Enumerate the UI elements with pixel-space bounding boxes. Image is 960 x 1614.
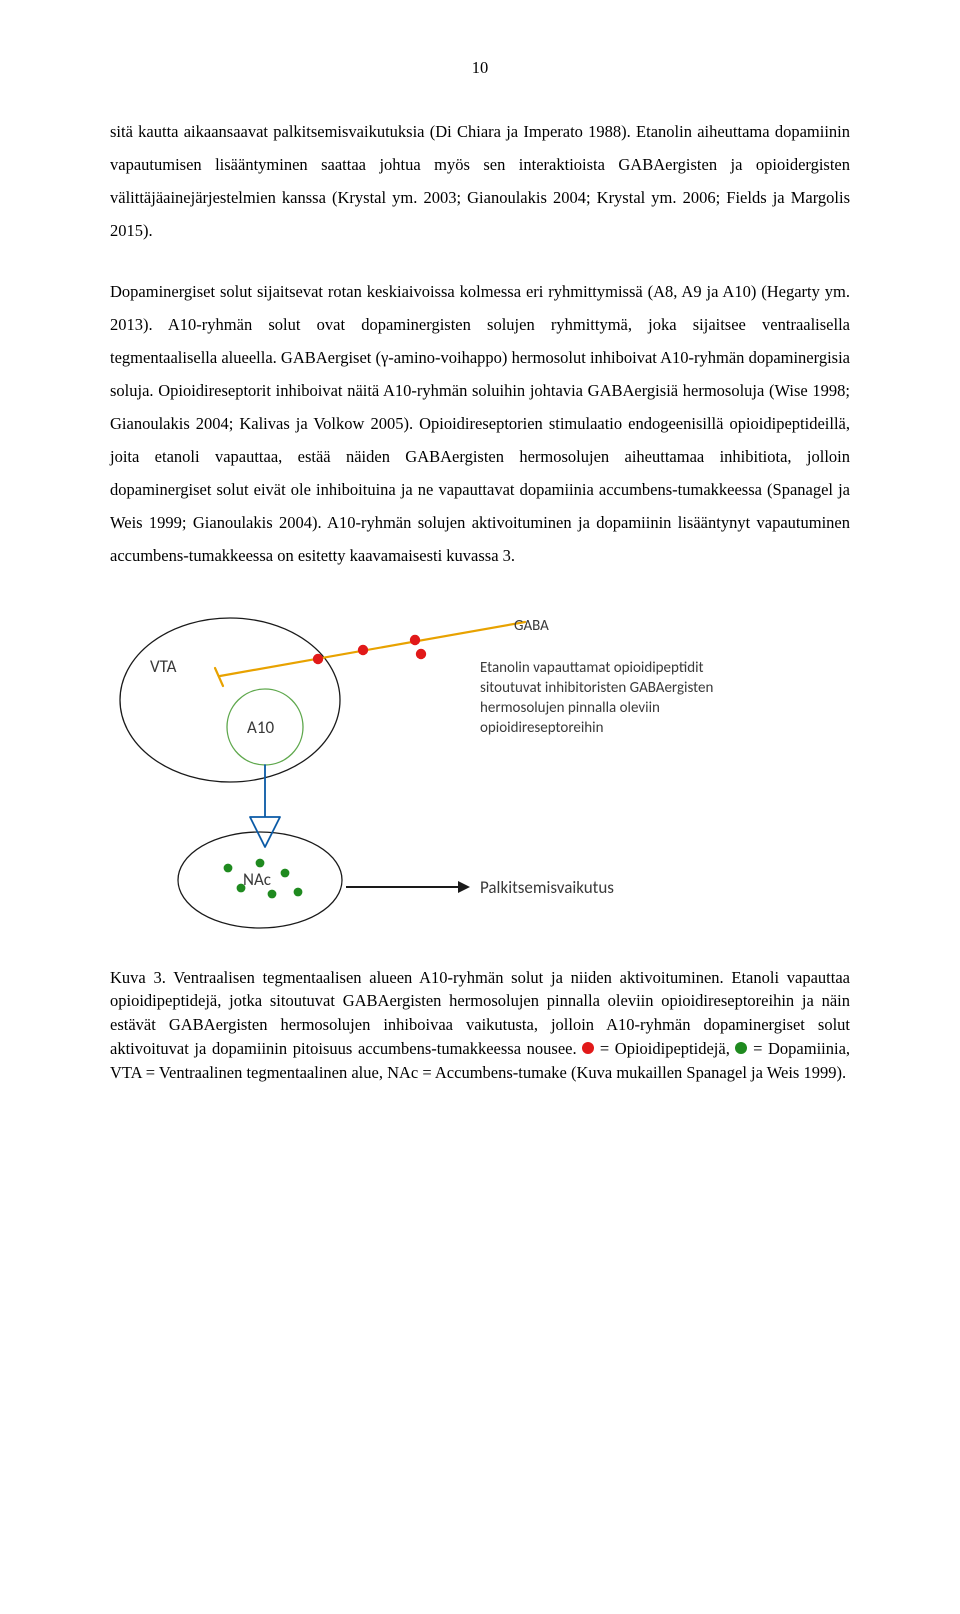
figure-3: VTA A10 NAc GABA Palkitsemisvaikutus Etanolin…: [110, 612, 850, 932]
svg-text:VTA: VTA: [150, 656, 177, 677]
page-number: 10: [110, 60, 850, 77]
svg-text:sitoutuvat inhibitoristen GABA: sitoutuvat inhibitoristen GABAergisten: [480, 679, 713, 697]
caption-lead: Kuva 3. Ventraalisen tegmentaalisen alue…: [110, 968, 724, 987]
paragraph-2: Dopaminergiset solut sijaitsevat rotan k…: [110, 275, 850, 572]
paragraph-1: sitä kautta aikaansaavat palkitsemisvaik…: [110, 115, 850, 247]
svg-text:GABA: GABA: [514, 617, 549, 635]
opioid-dot-icon: [582, 1042, 594, 1054]
svg-text:NAc: NAc: [243, 869, 271, 890]
svg-text:Palkitsemisvaikutus: Palkitsemisvaikutus: [480, 877, 614, 898]
figure-3-caption: Kuva 3. Ventraalisen tegmentaalisen alue…: [110, 966, 850, 1086]
svg-text:hermosolujen pinnalla oleviin: hermosolujen pinnalla oleviin: [480, 699, 660, 717]
figure-3-svg: VTA A10 NAc GABA Palkitsemisvaikutus Etanolin…: [110, 612, 850, 932]
svg-text:A10: A10: [247, 717, 274, 738]
svg-text:opioidireseptoreihin: opioidireseptoreihin: [480, 719, 603, 737]
legend-opioid: = Opioidipeptidejä,: [600, 1039, 730, 1058]
dopamine-dot-icon: [735, 1042, 747, 1054]
svg-text:Etanolin vapauttamat opioidipe: Etanolin vapauttamat opioidipeptidit: [480, 659, 704, 677]
